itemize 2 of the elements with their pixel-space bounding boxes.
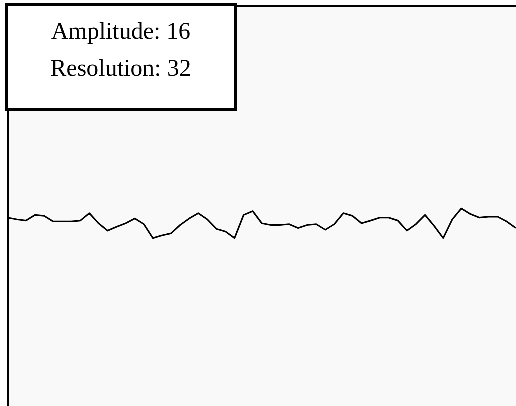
text: Amplitude: 16 — [50, 18, 192, 47]
text: Resolution: 32 — [50, 55, 192, 84]
